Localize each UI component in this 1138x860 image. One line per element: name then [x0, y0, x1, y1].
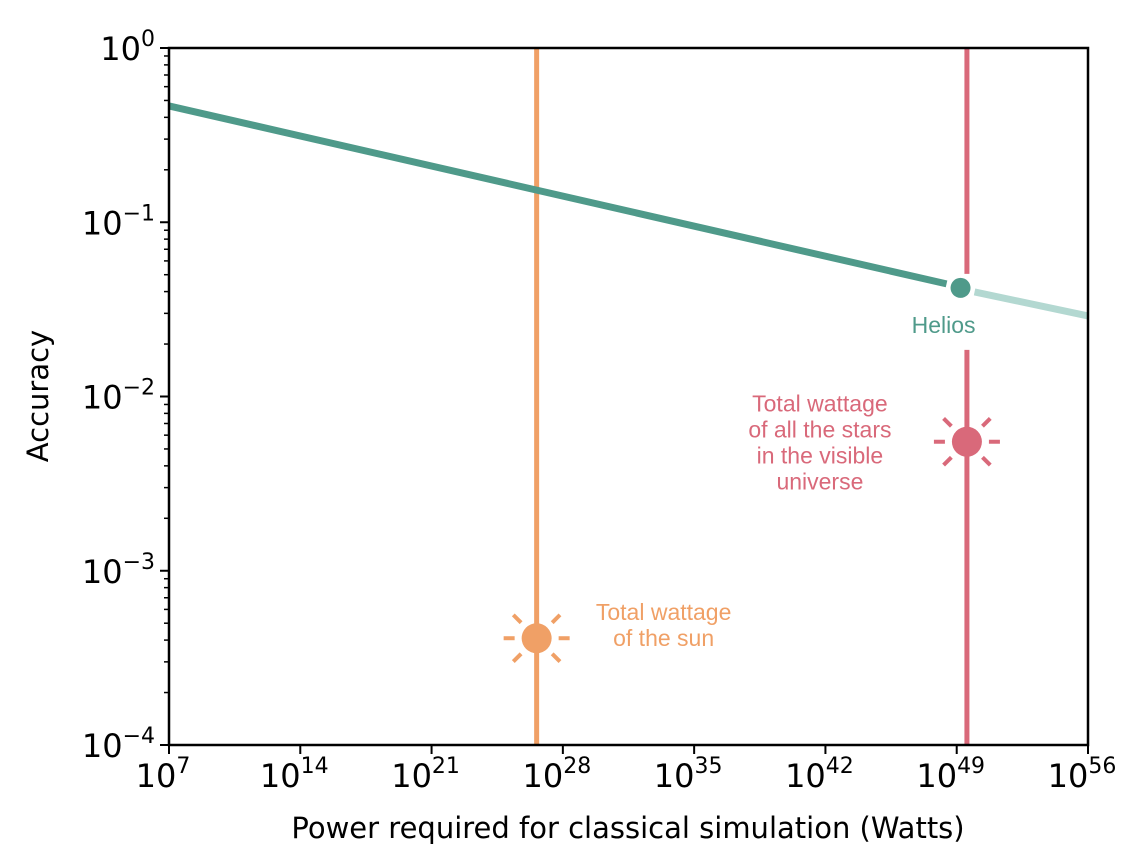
- vline-annotation-1: of all the stars: [748, 417, 891, 443]
- y-tick-label: 10−2: [82, 376, 155, 417]
- y-tick-label: 100: [100, 27, 155, 68]
- sun-ray-icon: [981, 416, 992, 428]
- x-axis-label: Power required for classical simulation …: [291, 811, 964, 845]
- sun-marker-0: [521, 623, 552, 654]
- x-tick-label: 1035: [654, 754, 723, 795]
- sun-ray-icon: [511, 652, 523, 663]
- x-tick-label: 107: [136, 754, 191, 795]
- vline-annotation-1: in the visible: [757, 443, 884, 469]
- x-tick-label: 1056: [1048, 754, 1117, 795]
- sun-ray-icon: [550, 613, 562, 625]
- x-tick-label: 1021: [391, 754, 460, 795]
- vline-annotation-1: universe: [776, 469, 863, 495]
- y-tick-label: 10−4: [82, 724, 155, 765]
- x-tick-label: 1014: [260, 754, 329, 795]
- sun-ray-icon: [942, 416, 953, 428]
- vline-annotation-0: Total wattage: [596, 599, 732, 625]
- sun-ray-icon: [942, 455, 953, 467]
- y-tick-label: 10−3: [82, 550, 155, 591]
- sun-ray-icon: [981, 455, 992, 467]
- vline-annotation-0: of the sun: [613, 625, 714, 651]
- sun-ray-icon: [550, 652, 562, 663]
- vline-annotation-1: Total wattage: [752, 391, 888, 417]
- x-tick-label: 1042: [785, 754, 854, 795]
- x-tick-label: 1028: [522, 754, 591, 795]
- y-axis-label: Accuracy: [21, 330, 55, 462]
- series-line: [168, 102, 948, 288]
- series-extrapolated-line: [973, 288, 1089, 320]
- sun-ray-icon: [511, 613, 523, 625]
- y-tick-label: 10−1: [82, 201, 155, 242]
- x-tick-label: 1049: [916, 754, 985, 795]
- point-label: Helios: [912, 312, 976, 338]
- point-helios: [950, 277, 971, 298]
- sun-marker-1: [951, 426, 982, 457]
